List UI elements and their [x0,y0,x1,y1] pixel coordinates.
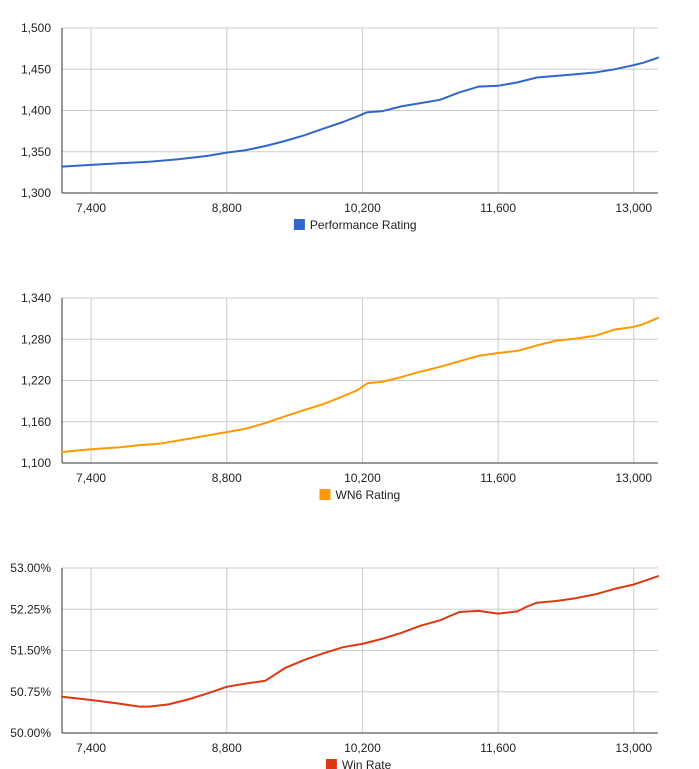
wn6-rating-legend: WN6 Rating [319,488,401,502]
win-rate-x-tick-label: 7,400 [76,741,106,755]
performance-rating-x-tick-label: 7,400 [76,201,106,215]
wn6-rating-legend-label: WN6 Rating [336,488,401,502]
wn6-rating-y-tick-label: 1,100 [21,456,51,470]
win-rate-x-tick-label: 10,200 [344,741,381,755]
performance-rating-series-line [61,56,659,168]
win-rate-legend-swatch [325,759,337,769]
performance-rating-legend-label: Performance Rating [310,218,417,232]
wn6-rating-x-tick-label: 13,000 [615,471,652,485]
win-rate-y-tick-label: 50.75% [10,685,51,699]
performance-rating-x-tick-label: 11,600 [480,201,516,215]
wn6-rating-y-tick-label: 1,340 [21,291,51,305]
win-rate-y-tick-label: 50.00% [10,726,51,740]
wn6-rating-y-tick-label: 1,160 [21,415,51,429]
win-rate-legend-label: Win Rate [342,758,392,769]
performance-rating-y-tick-label: 1,500 [21,21,51,35]
wn6-rating-x-tick-label: 7,400 [76,471,106,485]
wn6-rating-x-tick-label: 10,200 [344,471,381,485]
win-rate-y-tick-label: 52.25% [10,602,51,616]
performance-rating-y-tick-label: 1,450 [21,62,51,76]
wn6-rating-y-tick-label: 1,280 [21,332,51,346]
performance-rating-x-tick-label: 8,800 [212,201,242,215]
performance-rating-x-tick-label: 10,200 [344,201,381,215]
win-rate-x-tick-label: 11,600 [480,741,516,755]
performance-rating-chart: 1,300 1,350 1,400 1,450 1,500 7,400 8,800 10,20… [21,21,659,232]
win-rate-legend: Win Rate [325,758,392,769]
wn6-rating-series-line [61,316,659,453]
win-rate-x-tick-label: 8,800 [212,741,242,755]
win-rate-y-tick-label: 53.00% [10,561,51,575]
wn6-rating-legend-swatch [319,489,331,500]
win-rate-x-tick-label: 13,000 [615,741,652,755]
performance-rating-y-tick-label: 1,350 [21,145,51,159]
wn6-rating-x-tick-label: 11,600 [480,471,516,485]
performance-rating-legend: Performance Rating [293,218,417,232]
win-rate-chart: 50.00% 50.75% 51.50% 52.25% 53.00% 7,400 8,800… [10,561,659,769]
performance-rating-y-tick-label: 1,300 [21,186,51,200]
performance-rating-x-tick-label: 13,000 [615,201,652,215]
wn6-rating-y-tick-label: 1,220 [21,374,51,388]
win-rate-y-tick-label: 51.50% [10,644,51,658]
performance-rating-y-tick-label: 1,400 [21,104,51,118]
wn6-rating-chart: 1,100 1,160 1,220 1,280 1,340 7,400 8,800 10,20… [21,291,659,502]
win-rate-series-line [61,575,659,708]
performance-rating-legend-swatch [293,219,305,230]
wn6-rating-x-tick-label: 8,800 [212,471,242,485]
